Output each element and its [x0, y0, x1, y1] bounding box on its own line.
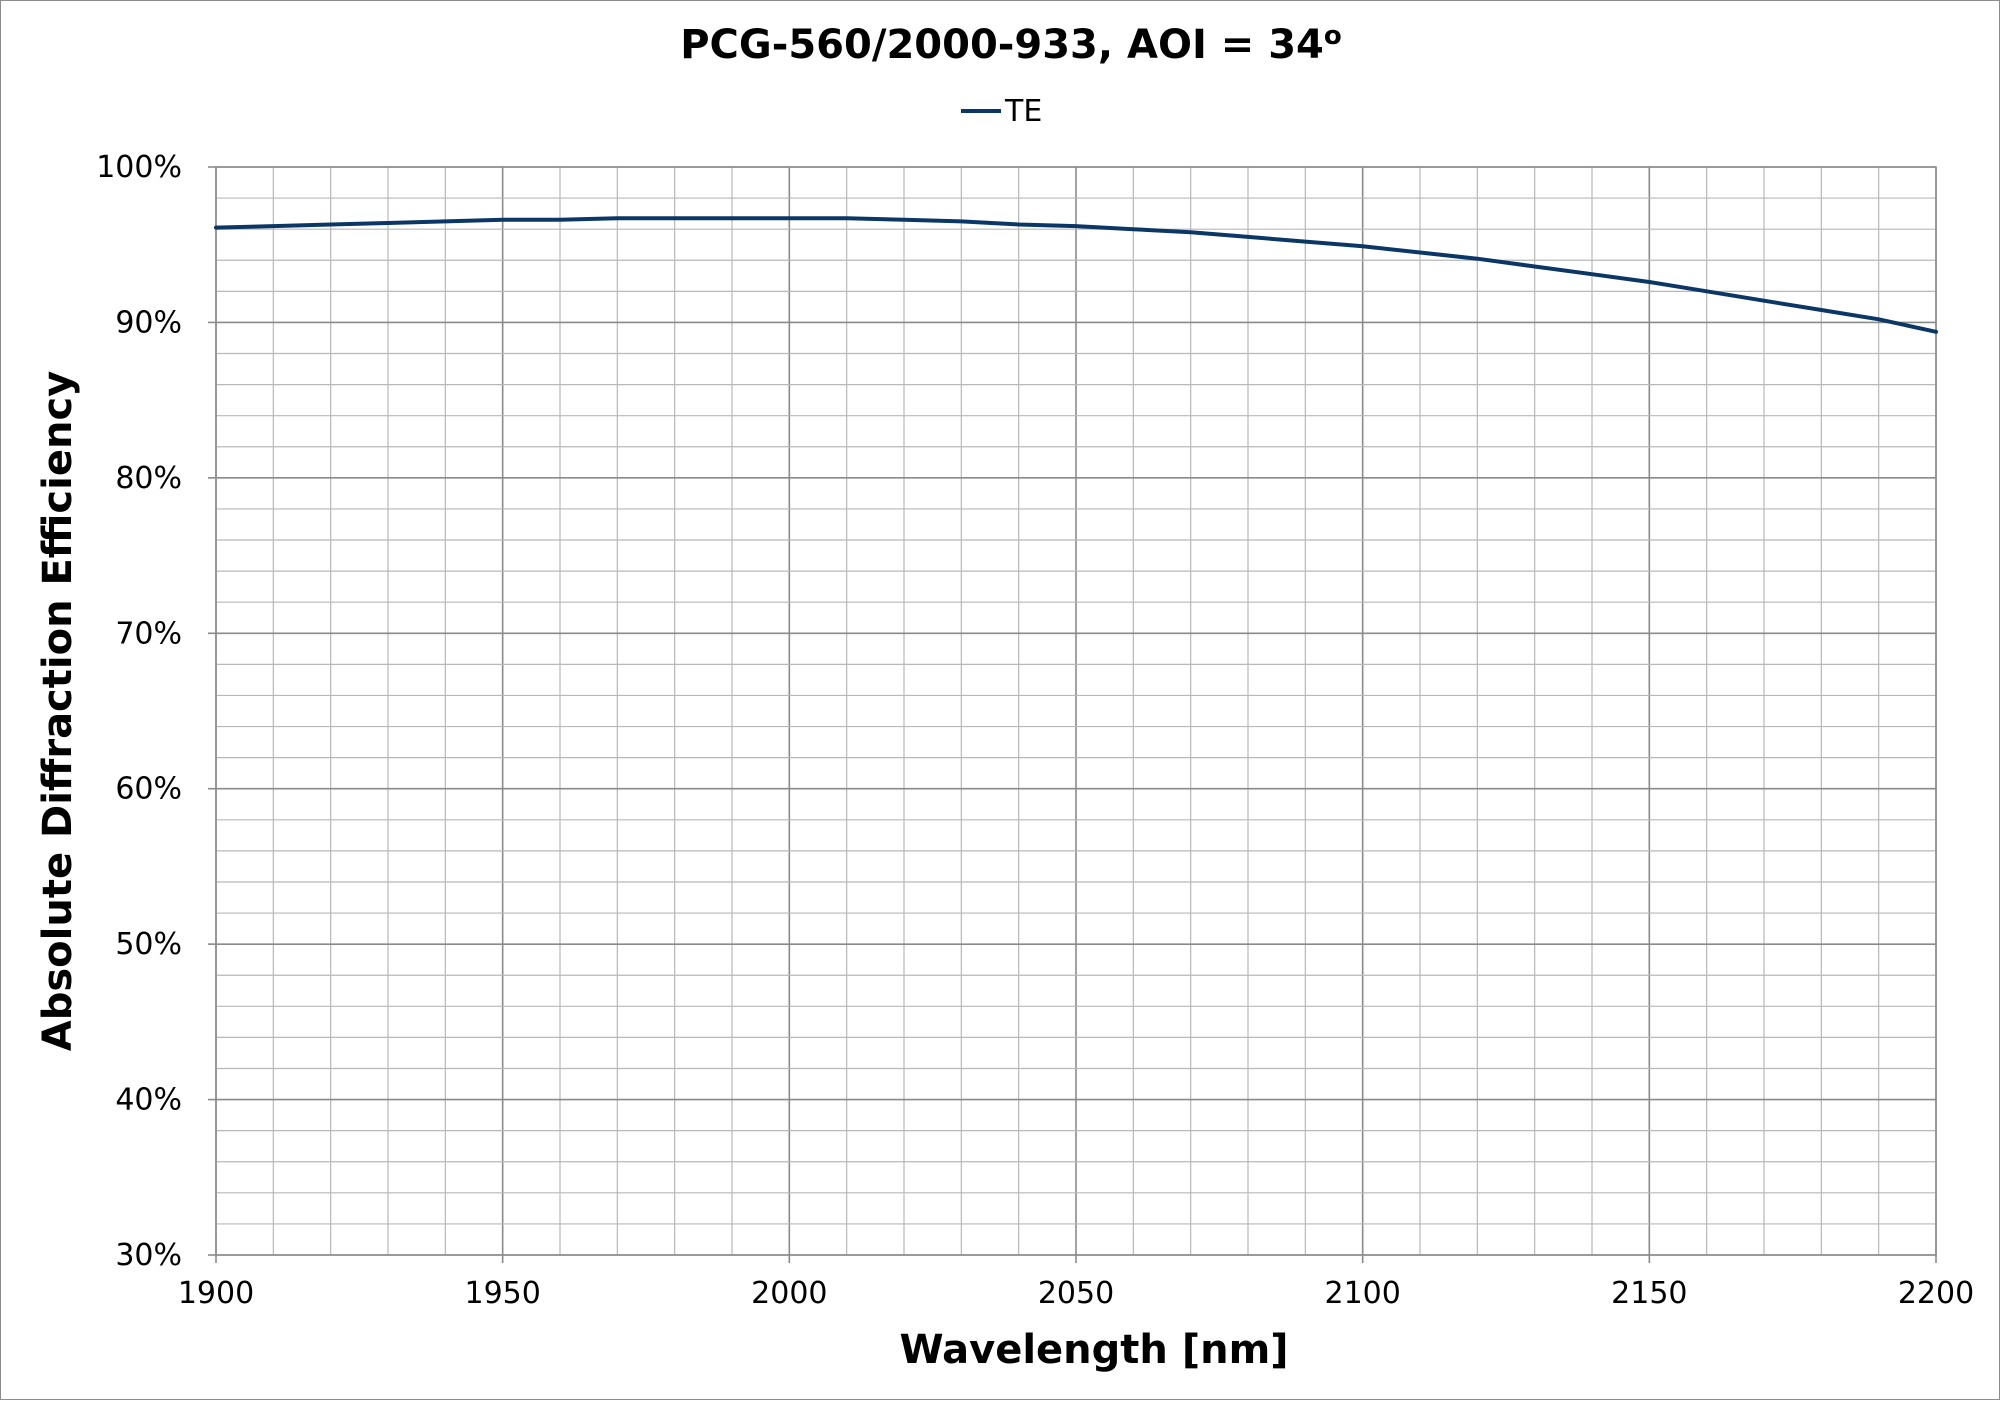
x-tick-label: 2150 [1611, 1276, 1687, 1311]
x-tick-label: 1900 [178, 1276, 254, 1311]
y-tick-label: 100% [96, 150, 182, 185]
y-tick-label: 60% [115, 772, 182, 807]
chart-title: PCG-560/2000-933, AOI = 34o [680, 21, 1342, 68]
grid [215, 166, 1937, 1256]
y-axis-title: Absolute Diffraction Efficiency [35, 371, 81, 1051]
x-tick-label: 2200 [1898, 1276, 1974, 1311]
tick-labels: 1900 1950 2000 2050 2100 2150 2200 30% 40% 50% 60%… [96, 150, 1974, 1311]
series-line-te [214, 216, 1938, 334]
x-tick-label: 2000 [751, 1276, 827, 1311]
y-tick-label: 50% [115, 927, 182, 962]
y-tick-label: 70% [115, 616, 182, 651]
legend: TE [961, 94, 1042, 129]
y-tick-label: 30% [115, 1238, 182, 1273]
x-axis-title: Wavelength [nm] [899, 1327, 1288, 1373]
y-tick-label: 90% [115, 305, 182, 340]
x-tick-label: 2100 [1324, 1276, 1400, 1311]
legend-label-te: TE [1004, 94, 1042, 129]
x-tick-label: 2050 [1038, 1276, 1114, 1311]
series-layer [214, 216, 1938, 334]
chart-title-main: PCG-560/2000-933, AOI = 34 [680, 22, 1324, 68]
x-tick-label: 1950 [464, 1276, 540, 1311]
chart-title-superscript: o [1324, 21, 1342, 51]
y-tick-label: 40% [115, 1083, 182, 1118]
y-tick-label: 80% [115, 461, 182, 496]
